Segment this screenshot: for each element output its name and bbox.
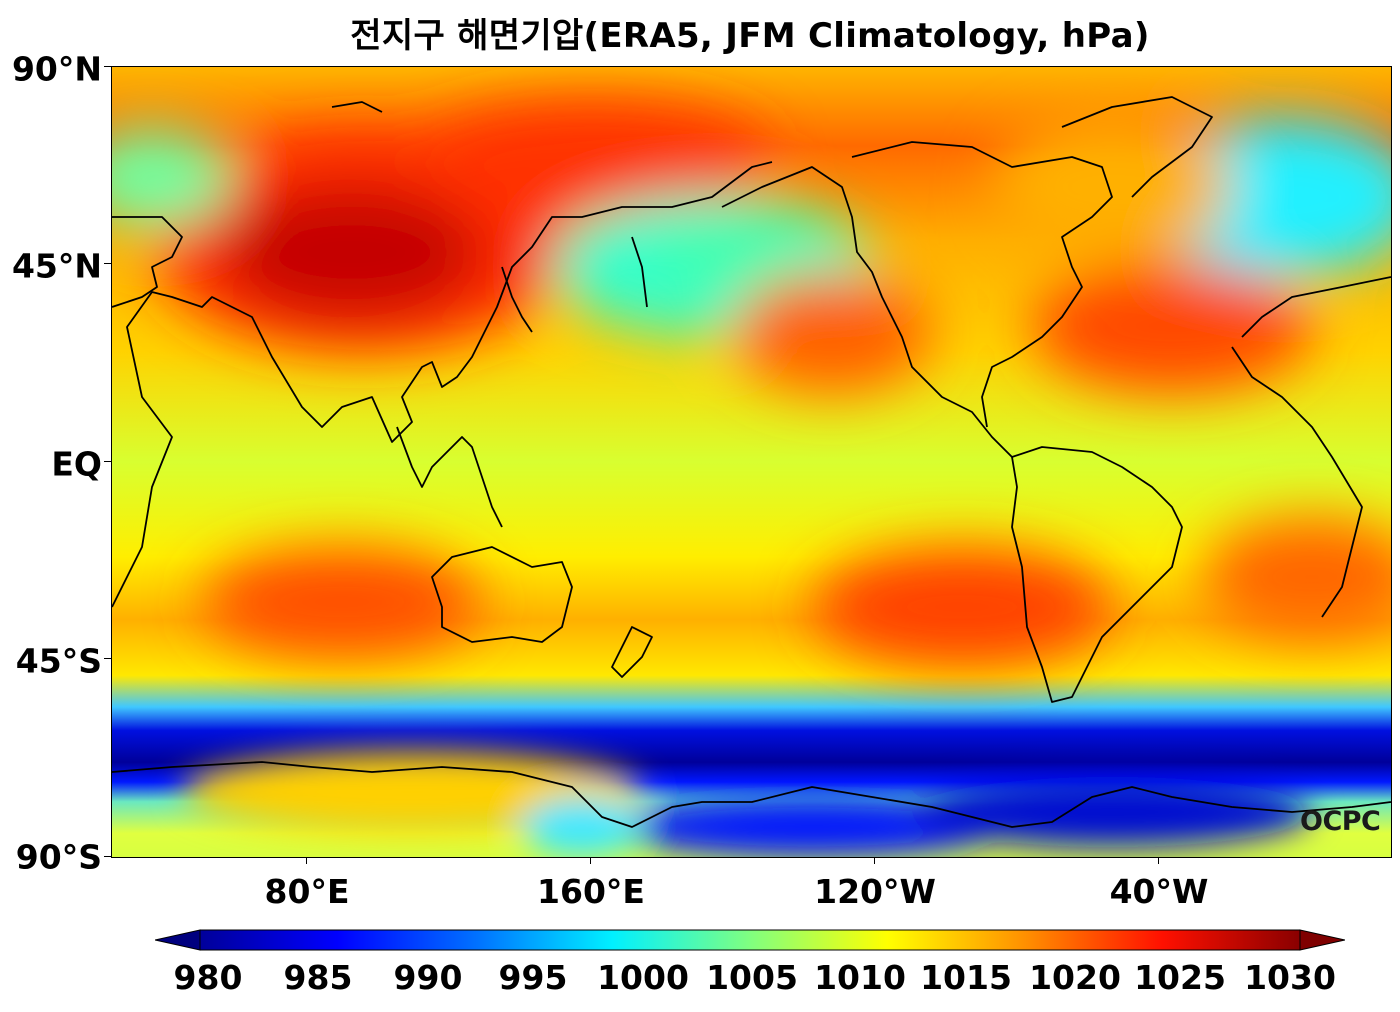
colorbar-tick: 985 [283,958,353,997]
lon-tick [306,857,307,864]
colorbar-tick: 1020 [1029,958,1121,997]
colorbar-tick: 1015 [920,958,1012,997]
colorbar-tick: 1005 [706,958,798,997]
colorbar-max-extend [1299,929,1346,951]
colorbar [154,928,1346,952]
lat-tick [104,66,111,67]
lat-label-45s: 45°S [15,641,102,681]
lon-tick [1158,857,1159,864]
lon-label-40w: 40°W [1109,872,1209,911]
colorbar-tick: 1010 [814,958,906,997]
lat-tick [104,856,111,857]
lon-label-80e: 80°E [264,872,350,911]
colorbar-min-extend [154,929,201,951]
lat-label-90s: 90°S [15,837,102,877]
lon-tick [590,857,591,864]
lat-label-eq: EQ [51,444,102,484]
colorbar-tick: 995 [498,958,568,997]
colorbar-tick: 990 [393,958,463,997]
coastlines [112,96,1391,828]
lon-label-160e: 160°E [537,872,645,911]
colorbar-tick: 980 [173,958,243,997]
lat-tick [104,461,111,462]
map-title: 전지구 해면기압(ERA5, JFM Climatology, hPa) [350,16,1150,56]
colorbar-tick: 1030 [1244,958,1336,997]
ocpc-watermark: OCPC [1300,806,1381,837]
colorbar-gradient [199,929,1301,951]
colorbar-tick: 1000 [597,958,689,997]
lat-tick [104,658,111,659]
pressure-map [111,66,1392,858]
colorbar-tick: 1025 [1134,958,1226,997]
lat-tick [104,263,111,264]
lat-label-45n: 45°N [11,246,102,286]
map-svg [112,67,1391,857]
lon-tick [874,857,875,864]
pressure-blobs [112,102,1391,667]
colorbar-svg [154,929,1346,951]
lat-label-90n: 90°N [11,49,102,89]
lon-label-120w: 120°W [814,872,936,911]
antarctic-field [182,752,1312,857]
